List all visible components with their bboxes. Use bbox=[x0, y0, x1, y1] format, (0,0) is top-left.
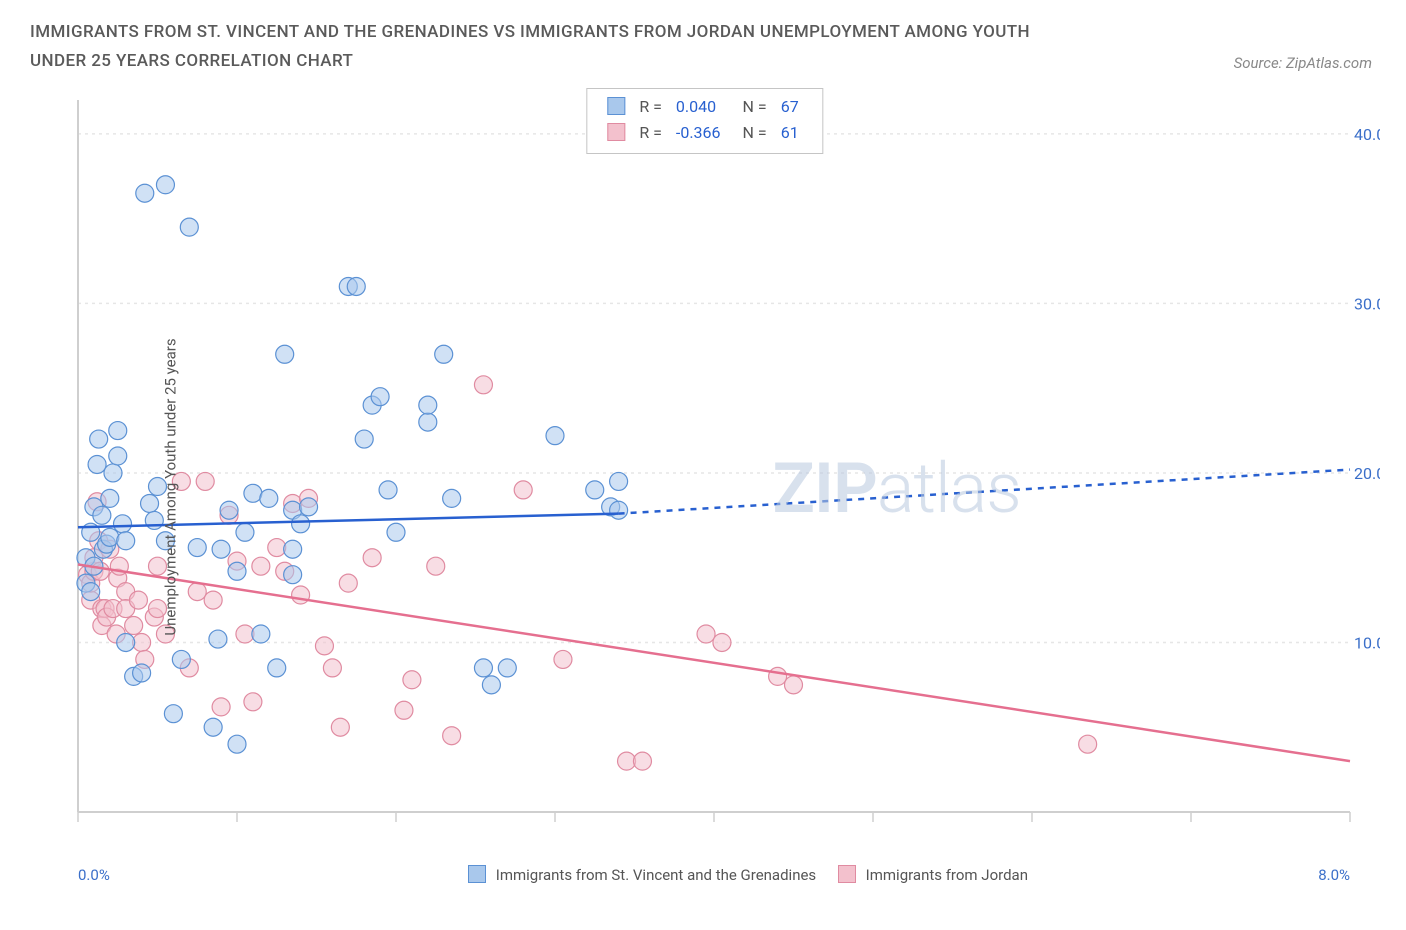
bottom-legend: Immigrants from St. Vincent and the Gren… bbox=[208, 865, 1270, 884]
chart-title: IMMIGRANTS FROM ST. VINCENT AND THE GREN… bbox=[30, 18, 1090, 76]
series1-label: Immigrants from St. Vincent and the Gren… bbox=[496, 866, 816, 884]
r-label: R = bbox=[633, 95, 668, 119]
n-value-1: 67 bbox=[775, 95, 805, 119]
source-label: Source: ZipAtlas.com bbox=[1234, 54, 1372, 72]
x-tick-last: 8.0% bbox=[1270, 866, 1350, 884]
bottom-swatch-1 bbox=[468, 865, 486, 883]
x-tick-first: 0.0% bbox=[78, 866, 208, 884]
svg-text:30.0%: 30.0% bbox=[1354, 294, 1380, 313]
legend-row-1: R = 0.040 N = 67 bbox=[601, 95, 804, 119]
r-label: R = bbox=[633, 121, 668, 145]
n-label: N = bbox=[729, 121, 773, 145]
stats-legend-box: R = 0.040 N = 67 R = -0.366 N = 61 bbox=[586, 88, 823, 154]
svg-text:10.0%: 10.0% bbox=[1354, 633, 1380, 652]
svg-text:40.0%: 40.0% bbox=[1354, 125, 1380, 144]
legend-swatch-1 bbox=[607, 97, 625, 115]
bottom-swatch-2 bbox=[838, 865, 856, 883]
x-axis-row: 0.0% Immigrants from St. Vincent and the… bbox=[30, 865, 1380, 884]
legend-swatch-2 bbox=[607, 123, 625, 141]
legend-row-2: R = -0.366 N = 61 bbox=[601, 121, 804, 145]
chart-area: Unemployment Among Youth under 25 years … bbox=[30, 92, 1380, 882]
svg-text:20.0%: 20.0% bbox=[1354, 464, 1380, 483]
series2-label: Immigrants from Jordan bbox=[866, 866, 1028, 884]
n-value-2: 61 bbox=[775, 121, 805, 145]
r-value-2: -0.366 bbox=[670, 121, 727, 145]
r-value-1: 0.040 bbox=[670, 95, 727, 119]
n-label: N = bbox=[729, 95, 773, 119]
y-axis-label: Unemployment Among Youth under 25 years bbox=[162, 338, 180, 635]
